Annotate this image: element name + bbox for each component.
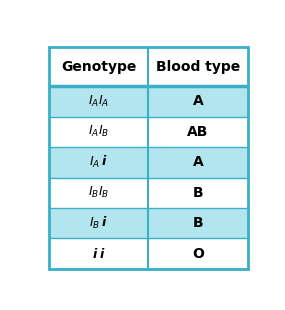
- Bar: [49, 86, 248, 117]
- Text: $\boldsymbol{I_A}\,\boldsymbol{i}$: $\boldsymbol{I_A}\,\boldsymbol{i}$: [89, 154, 108, 170]
- Text: A: A: [193, 95, 203, 108]
- Bar: [49, 238, 248, 269]
- Text: B: B: [193, 186, 203, 200]
- Text: Blood type: Blood type: [156, 60, 240, 73]
- Bar: [49, 178, 248, 208]
- Text: AB: AB: [187, 125, 209, 139]
- Text: $\boldsymbol{I_A}\boldsymbol{I_A}$: $\boldsymbol{I_A}\boldsymbol{I_A}$: [88, 94, 109, 109]
- Text: $\boldsymbol{I_A}\boldsymbol{I_B}$: $\boldsymbol{I_A}\boldsymbol{I_B}$: [88, 124, 109, 140]
- Bar: [49, 147, 248, 178]
- Bar: [49, 47, 248, 269]
- Bar: [49, 47, 248, 86]
- Bar: [49, 117, 248, 147]
- Text: $\boldsymbol{i}\;\boldsymbol{i}$: $\boldsymbol{i}\;\boldsymbol{i}$: [91, 246, 106, 260]
- Text: O: O: [192, 246, 204, 260]
- Text: B: B: [193, 216, 203, 230]
- Text: $\boldsymbol{I_B}\,\boldsymbol{i}$: $\boldsymbol{I_B}\,\boldsymbol{i}$: [89, 215, 108, 231]
- Text: Genotype: Genotype: [61, 60, 136, 73]
- Bar: [49, 208, 248, 238]
- Text: $\boldsymbol{I_B}\boldsymbol{I_B}$: $\boldsymbol{I_B}\boldsymbol{I_B}$: [88, 185, 109, 200]
- Text: A: A: [193, 155, 203, 169]
